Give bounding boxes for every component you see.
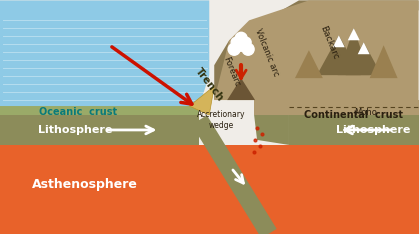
Text: Trench: Trench: [193, 66, 225, 104]
Polygon shape: [214, 0, 418, 100]
Text: Backarc: Backarc: [318, 24, 340, 61]
Text: Continental  crust: Continental crust: [304, 110, 403, 120]
Polygon shape: [0, 0, 209, 106]
Polygon shape: [348, 28, 360, 40]
Polygon shape: [370, 45, 398, 78]
Polygon shape: [0, 115, 200, 145]
Text: Asthenosphere: Asthenosphere: [32, 178, 138, 191]
Text: Oceanic  crust: Oceanic crust: [39, 107, 117, 117]
Polygon shape: [254, 115, 289, 145]
Polygon shape: [346, 42, 382, 75]
Polygon shape: [192, 115, 277, 234]
Polygon shape: [295, 50, 323, 78]
Polygon shape: [0, 106, 200, 115]
Polygon shape: [358, 42, 370, 54]
Polygon shape: [254, 100, 418, 115]
Polygon shape: [289, 115, 418, 145]
Polygon shape: [214, 0, 418, 100]
Circle shape: [234, 37, 248, 51]
Polygon shape: [338, 28, 370, 75]
Text: Forearc: Forearc: [221, 56, 241, 88]
Circle shape: [228, 43, 240, 55]
Circle shape: [241, 37, 251, 47]
Text: Accretionary
wedge: Accretionary wedge: [197, 110, 245, 130]
Circle shape: [231, 37, 241, 47]
Polygon shape: [203, 109, 277, 229]
Polygon shape: [0, 145, 418, 234]
Polygon shape: [333, 35, 345, 47]
Polygon shape: [227, 78, 255, 100]
Text: Lithosphere: Lithosphere: [37, 125, 112, 135]
Polygon shape: [317, 35, 361, 75]
Polygon shape: [189, 86, 214, 115]
Circle shape: [235, 32, 247, 44]
Text: Lithosphere: Lithosphere: [336, 125, 411, 135]
Text: Volcanic arc: Volcanic arc: [253, 27, 281, 77]
Circle shape: [242, 43, 254, 55]
Text: Moho: Moho: [354, 107, 377, 117]
